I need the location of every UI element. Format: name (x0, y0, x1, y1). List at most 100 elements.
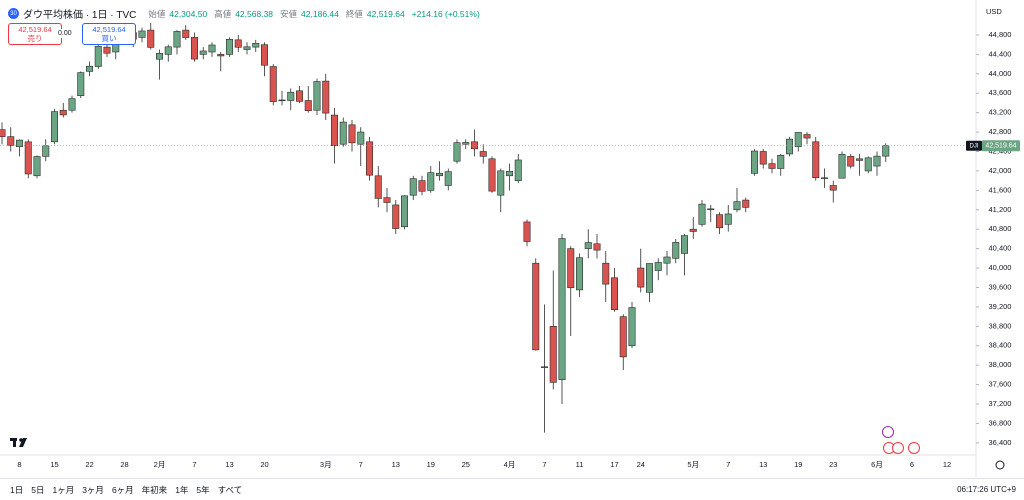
x-tick-label: 12 (943, 460, 951, 469)
candle-body (470, 141, 478, 150)
candle-body (488, 158, 496, 192)
candle-body (304, 100, 312, 112)
range-button[interactable]: 1ヶ月 (52, 484, 75, 495)
ohlc-value: 42,186.44 (301, 8, 339, 19)
candle-body (400, 195, 408, 228)
range-button[interactable]: すべて (217, 484, 243, 495)
x-tick-label: 13 (392, 460, 400, 469)
buy-button[interactable]: 42,519.64 買い (82, 23, 136, 45)
x-tick-label: 20 (260, 460, 268, 469)
candle-body (339, 121, 347, 145)
price-label-box (982, 140, 1020, 152)
candle-body (637, 267, 645, 288)
clock: 06:17:26 UTC+9 (957, 485, 1016, 494)
candle-body (234, 39, 242, 48)
candle-body (444, 171, 452, 186)
candle-body (278, 99, 286, 102)
y-tick-label: 36,800 (989, 418, 1012, 427)
candle-body (427, 172, 435, 191)
y-tick-label: 44,400 (989, 49, 1012, 58)
x-tick-label: 6月 (871, 460, 883, 469)
candle-body (295, 90, 303, 102)
candle-body (287, 91, 295, 101)
candle-body (829, 185, 837, 191)
candle-body (707, 208, 715, 211)
sell-price: 42,519.64 (18, 25, 52, 34)
candle-body (59, 109, 67, 116)
y-tick-label: 40,800 (989, 224, 1012, 233)
range-button[interactable]: 5年 (196, 484, 210, 495)
candle-body (374, 175, 382, 199)
candle-body (742, 199, 750, 208)
y-tick-label: 44,800 (989, 30, 1012, 39)
candle-body (0, 129, 6, 137)
x-tick-label: 3月 (320, 460, 332, 469)
settings-icon[interactable] (995, 460, 1005, 470)
toolbar: 1日 5日 1ヶ月 3ヶ月 6ヶ月 年初来 1年 5年 すべて 06:17:26 UTC+9 (0, 478, 1024, 500)
candle-body (750, 150, 758, 174)
y-tick-label: 43,200 (989, 108, 1012, 117)
x-tick-label: 7 (192, 460, 196, 469)
event-icons[interactable] (882, 426, 920, 454)
sell-button[interactable]: 42,519.64 売り (8, 23, 62, 45)
currency[interactable]: USD (986, 7, 1002, 16)
chart: 44,80044,40044,00043,60043,20042,80042,4… (0, 0, 1020, 478)
candle-body (733, 201, 741, 211)
candle-body (505, 171, 513, 177)
candle-body (77, 72, 85, 96)
candle-body (855, 158, 863, 161)
candle-body (532, 262, 540, 351)
candle-body (435, 172, 443, 177)
y-tick-label: 42,800 (989, 127, 1012, 136)
y-tick-label: 41,200 (989, 205, 1012, 214)
candle-body (803, 134, 811, 139)
y-tick-label: 39,200 (989, 302, 1012, 311)
y-tick-label: 36,400 (989, 438, 1012, 447)
ohlc-label: 高値 (214, 8, 232, 19)
candle-body (689, 228, 697, 232)
candle-body (24, 141, 32, 175)
range-button[interactable]: 3ヶ月 (82, 484, 104, 495)
candle-body (243, 46, 251, 50)
range-button[interactable]: 1年 (175, 484, 189, 495)
candle-body (252, 43, 260, 48)
x-tick-label: 25 (462, 460, 470, 469)
y-tick-label: 39,600 (989, 282, 1012, 291)
candle-body (873, 155, 881, 167)
candle-body (173, 31, 181, 48)
x-tick-label: 8 (17, 460, 21, 469)
ohlc-value: 42,568.38 (235, 8, 274, 19)
candle-body (584, 242, 592, 249)
range-button[interactable]: 6ヶ月 (111, 484, 134, 495)
candle-body (357, 131, 365, 145)
candle-body (593, 243, 601, 251)
y-tick-label: 38,800 (989, 321, 1012, 330)
candle-body (453, 142, 461, 162)
x-tick-label: 6 (910, 460, 914, 469)
x-tick-label: 24 (637, 460, 645, 469)
symbol-title: ダウ平均株価 · 1日 · TVC (23, 10, 137, 21)
range-button[interactable]: 1日 (10, 484, 24, 495)
tv-logo (10, 438, 27, 447)
range-button[interactable]: 年初来 (141, 484, 168, 495)
x-tick-label: 2月 (154, 460, 166, 469)
candle-body (715, 214, 723, 229)
candle-body (882, 145, 890, 157)
ohlc-value: 42,519.64 (366, 8, 405, 19)
candle-body (383, 197, 391, 203)
candle-body (409, 178, 417, 196)
candle-body (182, 29, 190, 38)
candle-body (86, 65, 94, 72)
x-tick-label: 22 (85, 460, 93, 469)
x-tick-label: 17 (610, 460, 618, 469)
candle-body (663, 256, 671, 264)
candle-body (549, 326, 557, 383)
y-tick-label: 38,400 (989, 341, 1012, 350)
spread: 0.00 (58, 29, 72, 38)
candle-body (794, 132, 802, 147)
candle-body (820, 177, 828, 179)
ohlc-label: 安値 (280, 8, 298, 19)
candle-body (365, 141, 373, 176)
range-button[interactable]: 5日 (31, 484, 45, 495)
